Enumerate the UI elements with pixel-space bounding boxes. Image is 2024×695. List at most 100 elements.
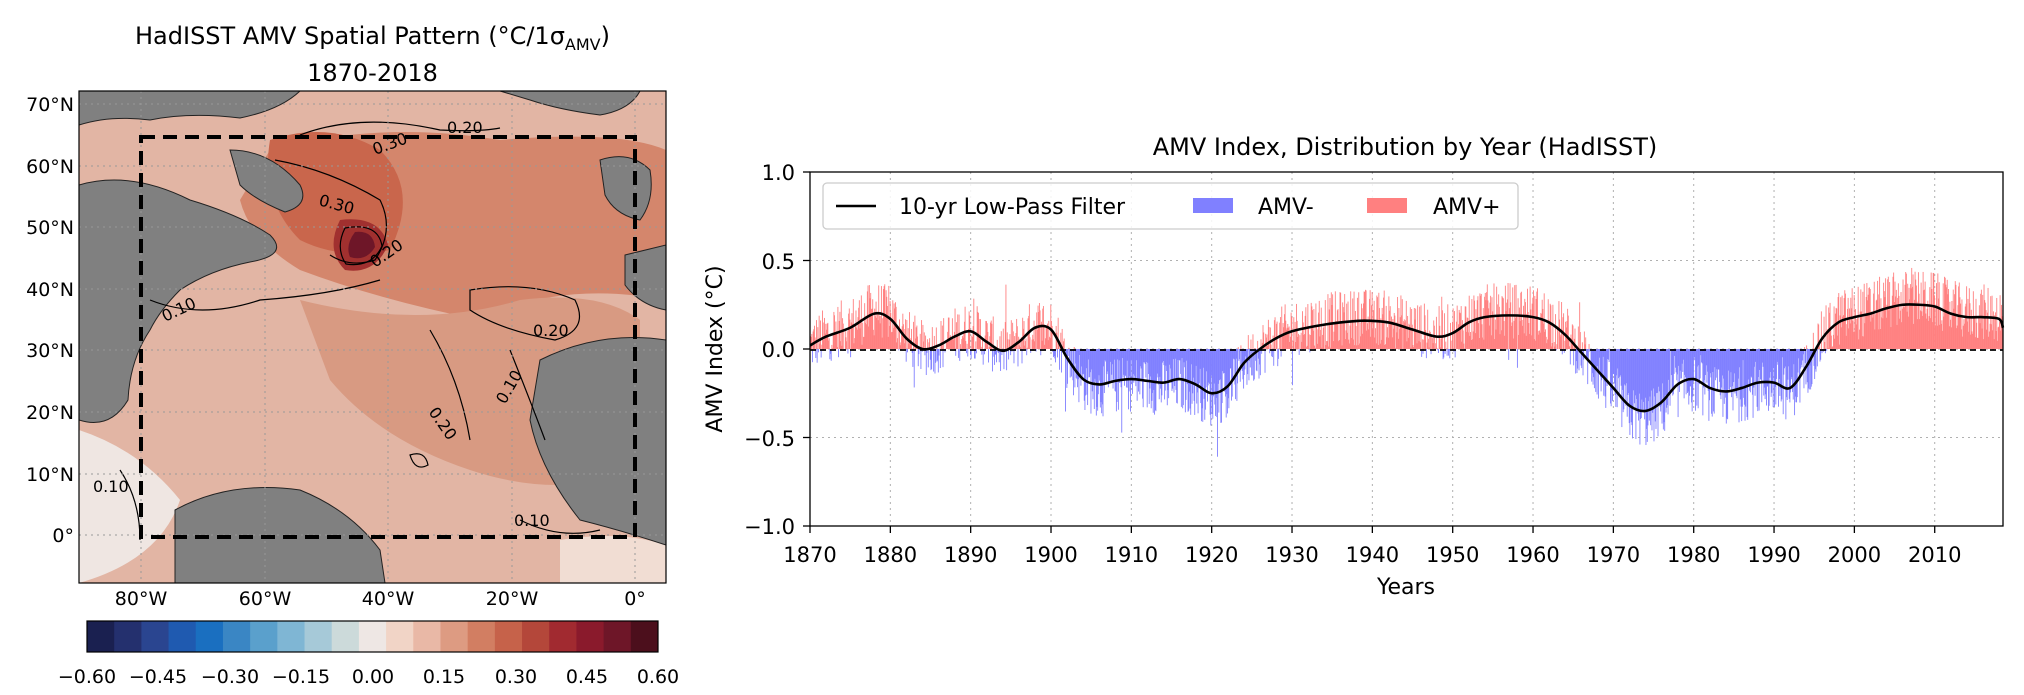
- amv-negative-bar: [1231, 349, 1233, 397]
- amv-positive-bar: [923, 332, 925, 349]
- amv-negative-bar: [1198, 349, 1200, 388]
- contour-label: 0.20: [447, 118, 483, 137]
- amv-positive-bar: [1281, 335, 1283, 349]
- amv-negative-bar: [1755, 349, 1757, 362]
- amv-positive-bar: [1846, 324, 1848, 349]
- amv-negative-bar: [1808, 349, 1810, 390]
- amv-positive-bar: [1042, 308, 1044, 349]
- amv-positive-bar: [1960, 303, 1962, 349]
- amv-positive-bar: [1894, 281, 1896, 349]
- amv-positive-bar: [1835, 307, 1837, 349]
- amv-positive-bar: [1381, 307, 1383, 349]
- amv-negative-bar: [1798, 349, 1800, 359]
- amv-negative-bar: [1594, 349, 1596, 371]
- amv-negative-bar: [1555, 349, 1557, 351]
- amv-negative-bar: [1178, 349, 1180, 381]
- amv-negative-bar: [1142, 349, 1144, 408]
- amv-positive-bar: [1263, 346, 1265, 349]
- amv-positive-bar: [1460, 313, 1461, 349]
- amv-positive-bar: [848, 313, 850, 349]
- amv-positive-bar: [1946, 279, 1948, 349]
- amv-positive-bar: [1838, 344, 1840, 349]
- amv-positive-bar: [1330, 292, 1332, 349]
- amv-positive-bar: [1061, 328, 1063, 349]
- amv-positive-bar: [1948, 326, 1950, 349]
- amv-positive-bar: [1361, 308, 1363, 349]
- amv-positive-bar: [854, 338, 856, 349]
- x-tick-label: 1890: [944, 543, 997, 567]
- amv-negative-bar: [1128, 349, 1130, 392]
- amv-negative-bar: [1054, 349, 1056, 359]
- weak-anomaly-region-east: [560, 536, 666, 583]
- amv-negative-bar: [1174, 349, 1176, 387]
- amv-positive-bar: [1867, 300, 1868, 349]
- amv-positive-bar: [1500, 330, 1502, 349]
- amv-positive-bar: [1924, 281, 1926, 349]
- amv-positive-bar: [1445, 348, 1447, 349]
- amv-positive-bar: [1881, 308, 1883, 349]
- amv-positive-bar: [963, 332, 965, 349]
- amv-negative-bar: [1610, 349, 1611, 404]
- amv-positive-bar: [1973, 315, 1975, 349]
- amv-positive-bar: [842, 318, 844, 349]
- amv-negative-bar: [1223, 349, 1224, 374]
- amv-positive-bar: [1946, 287, 1947, 349]
- amv-negative-bar: [1138, 349, 1140, 382]
- amv-positive-bar: [1036, 312, 1038, 349]
- amv-positive-bar: [1485, 300, 1487, 349]
- amv-negative-bar: [1204, 349, 1206, 420]
- amv-negative-bar: [1722, 349, 1724, 417]
- amv-positive-bar: [1039, 310, 1041, 349]
- amv-positive-bar: [1045, 326, 1047, 349]
- amv-positive-bar: [1511, 322, 1513, 349]
- amv-positive-bar: [899, 319, 900, 349]
- amv-negative-bar: [1678, 349, 1680, 366]
- amv-positive-bar: [1302, 311, 1303, 349]
- amv-positive-bar: [1891, 295, 1893, 349]
- amv-positive-bar: [1861, 336, 1863, 349]
- amv-positive-bar: [1392, 319, 1394, 349]
- amv-negative-bar: [1454, 349, 1456, 358]
- amv-positive-bar: [1356, 345, 1358, 349]
- amv-negative-bar: [829, 349, 831, 360]
- amv-negative-bar: [1816, 349, 1818, 367]
- amv-positive-bar: [1896, 324, 1898, 349]
- amv-negative-bar: [1136, 349, 1137, 361]
- amv-positive-bar: [1833, 306, 1835, 349]
- amv-negative-bar: [1585, 349, 1587, 358]
- amv-negative-bar: [1277, 349, 1279, 359]
- amv-negative-bar: [1200, 349, 1202, 422]
- amv-negative-bar: [1190, 349, 1192, 365]
- amv-negative-bar: [1630, 349, 1632, 423]
- amv-positive-bar: [1491, 297, 1493, 349]
- colorbar-segment: [549, 621, 577, 652]
- amv-positive-bar: [1560, 336, 1562, 349]
- amv-positive-bar: [1900, 292, 1902, 349]
- amv-negative-bar: [1739, 349, 1741, 368]
- amv-positive-bar: [1941, 320, 1943, 349]
- amv-positive-bar: [1269, 327, 1271, 349]
- amv-positive-bar: [1901, 322, 1903, 349]
- amv-negative-bar: [1777, 349, 1779, 365]
- amv-positive-bar: [1960, 329, 1962, 349]
- amv-positive-bar: [1265, 333, 1267, 349]
- amv-positive-bar: [1834, 338, 1836, 349]
- amv-negative-bar: [1604, 349, 1606, 397]
- amv-positive-bar: [1834, 313, 1836, 349]
- amv-positive-bar: [1889, 282, 1891, 349]
- amv-negative-bar: [1603, 349, 1605, 382]
- amv-negative-bar: [1760, 349, 1762, 380]
- amv-negative-bar: [1201, 349, 1203, 409]
- amv-positive-bar: [823, 340, 825, 349]
- amv-positive-bar: [1328, 309, 1330, 349]
- amv-negative-bar: [1814, 349, 1816, 370]
- amv-negative-bar: [1608, 349, 1610, 363]
- colorbar-tick: 0.45: [566, 666, 608, 688]
- land-arctic: [79, 91, 301, 126]
- land-british-isles: [599, 156, 652, 221]
- amv-negative-bar: [1762, 349, 1764, 367]
- amv-negative-bar: [1123, 349, 1125, 375]
- amv-positive-bar: [870, 292, 872, 349]
- amv-negative-bar: [1116, 349, 1118, 402]
- amv-positive-bar: [1948, 289, 1950, 349]
